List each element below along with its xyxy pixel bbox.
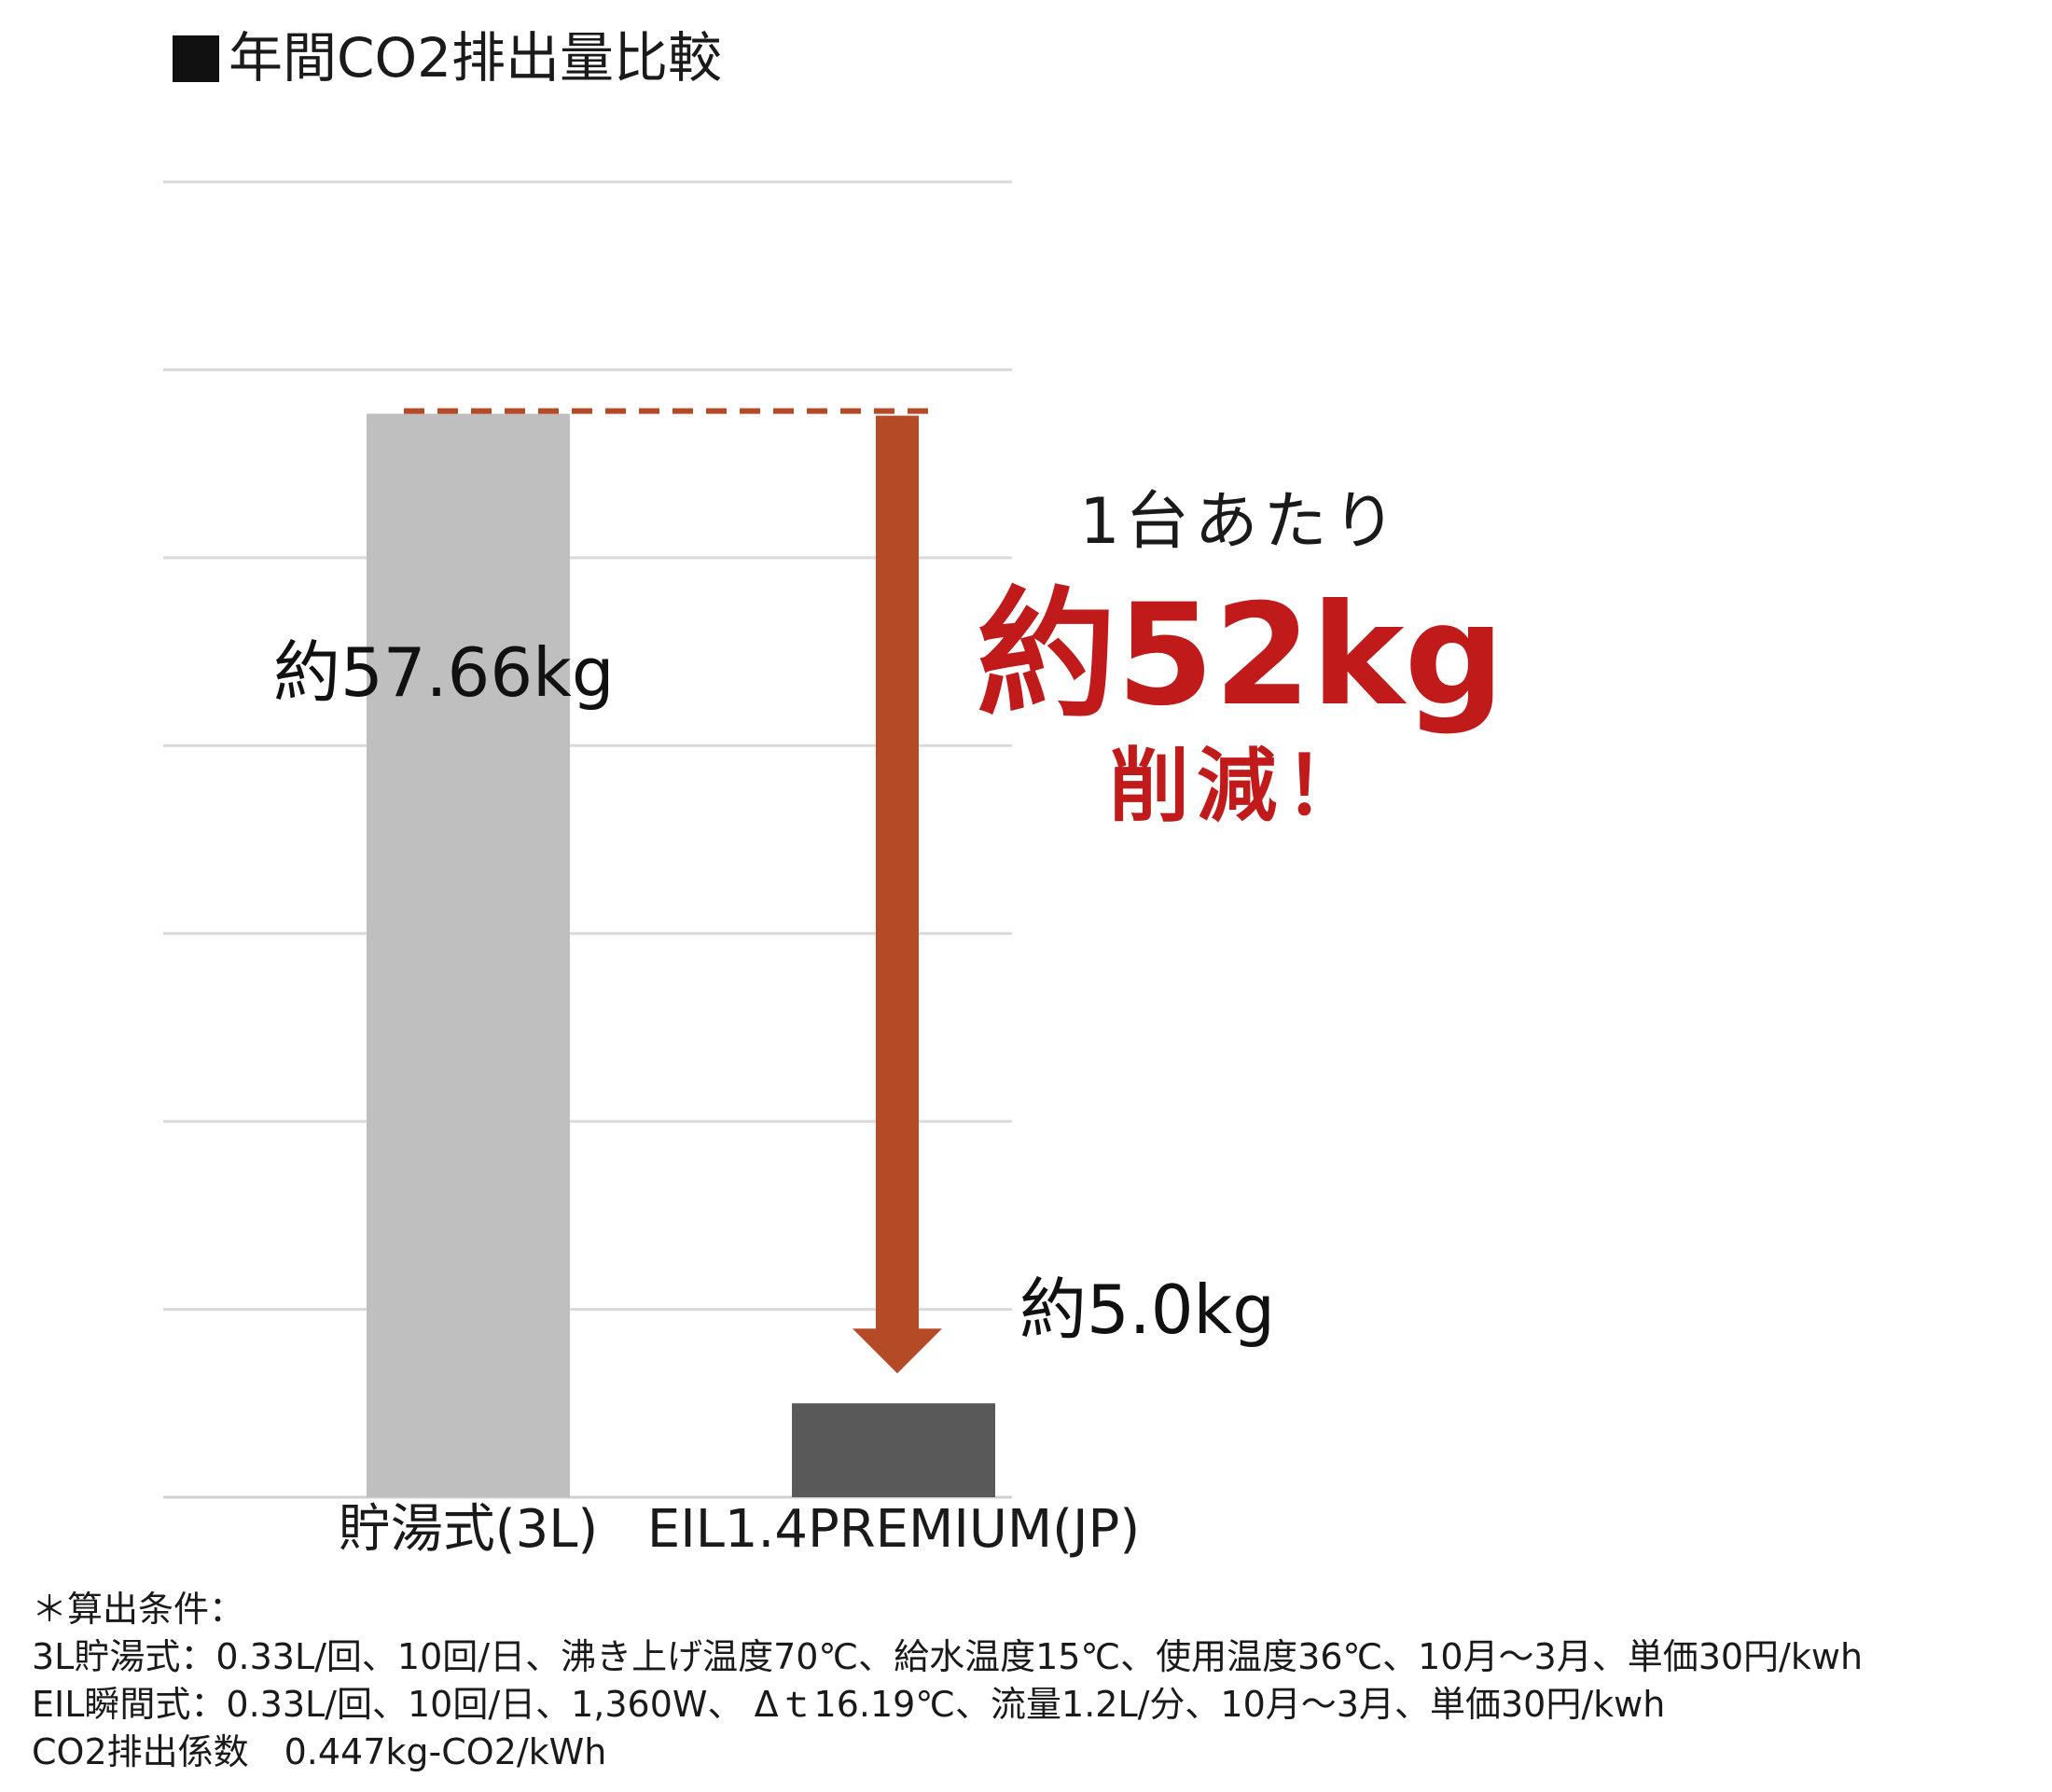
down-arrow [853,415,942,1374]
conditions-line-co2: CO2排出係数 0.447kg-CO2/kWh [32,1731,607,1772]
bar-value-label-eil: 約5.0kg [1019,1271,1275,1350]
reduction-text: 削減！ [1109,740,1372,833]
reduction-amount: 約52kg [977,575,1504,737]
x-tick-label-eil: EIL1.4PREMIUM(JP) [646,1499,1141,1560]
conditions-heading: ＊算出条件： [32,1589,245,1630]
conditions-line-storage: 3L貯湯式：0.33L/回、10回/日、沸き上げ温度70℃、給水温度15℃、使用… [32,1636,1864,1677]
reduction-arrow [404,408,942,1374]
bar-value-label-storage: 約57.66kg [273,632,615,712]
calculation-conditions: ＊算出条件： 3L貯湯式：0.33L/回、10回/日、沸き上げ温度70℃、給水温… [32,1586,1863,1776]
per-unit-text: 1台あたり [1079,485,1402,559]
reduction-callout: 1台あたり 約52kg 削減！ [961,476,1520,838]
bars [367,413,995,1497]
conditions-line-eil: EIL瞬間式：0.33L/回、10回/日、1,360W、 Δｔ16.19℃、流量… [32,1684,1666,1725]
x-tick-label-storage: 貯湯式(3L) [338,1499,599,1560]
bar-0 [367,413,570,1497]
bar-1 [792,1403,995,1497]
chart-title: 年間CO2排出量比較 [173,21,722,95]
gridlines [163,180,1012,1499]
